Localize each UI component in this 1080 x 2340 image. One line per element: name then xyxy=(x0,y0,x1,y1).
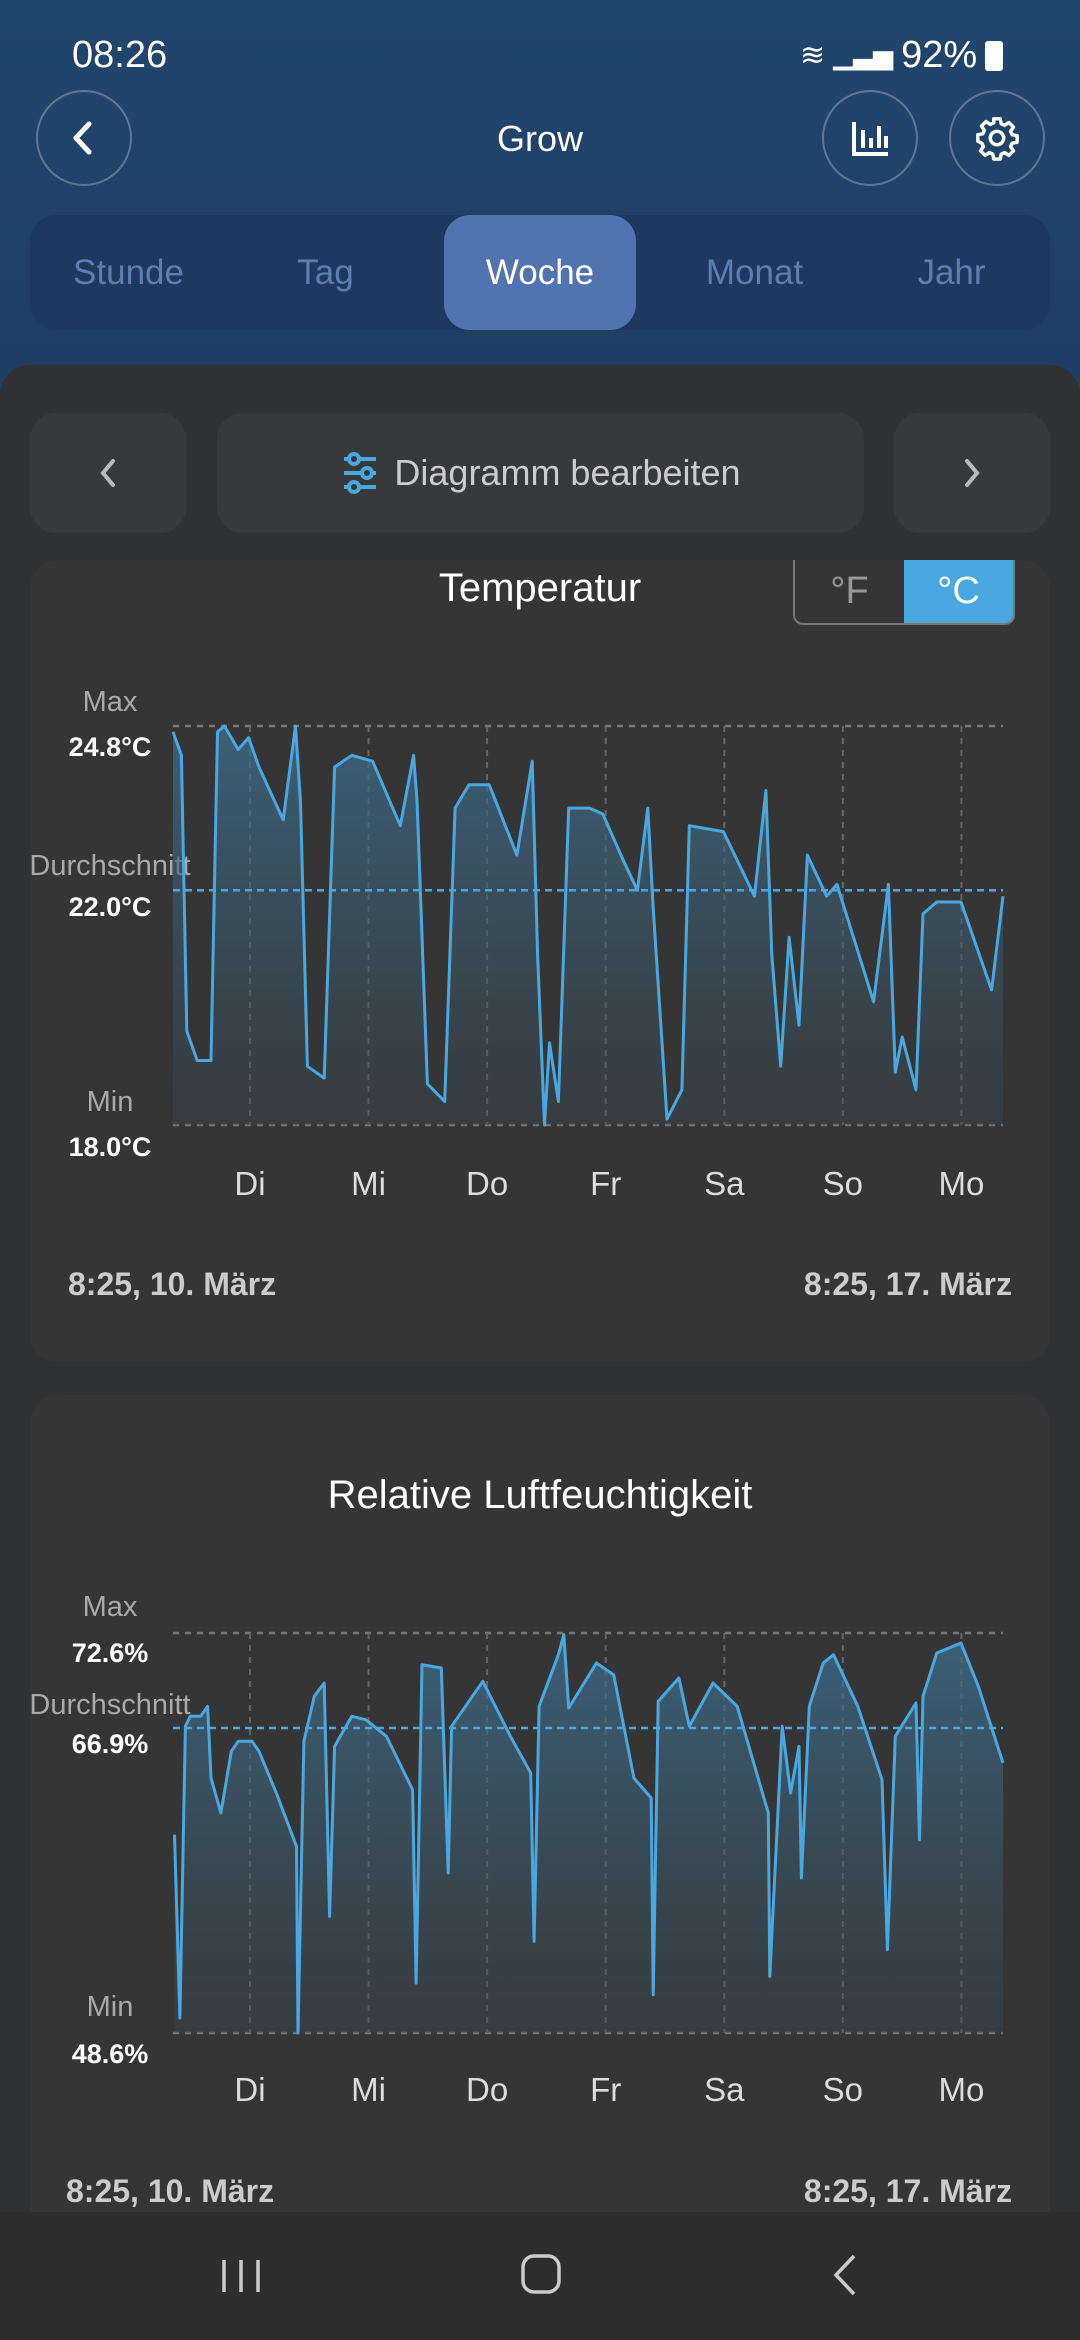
previous-week-button[interactable] xyxy=(30,413,186,533)
series-line xyxy=(171,724,1005,1127)
min-label: Min xyxy=(86,1991,134,2023)
day-tick-label: Fr xyxy=(590,2071,621,2108)
day-tick-label: Fr xyxy=(590,1165,621,1202)
average-label: Durchschnitt xyxy=(30,850,191,882)
bar-chart-icon xyxy=(852,122,888,156)
edit-chart-label: Diagramm bearbeiten xyxy=(394,452,741,493)
day-tick-label: So xyxy=(823,1165,863,1202)
start-date: 8:25, 10. März xyxy=(68,1266,277,1302)
series-area xyxy=(173,726,1003,1125)
unit-fahrenheit-button[interactable]: °F xyxy=(830,570,869,612)
tab-monat[interactable]: Monat xyxy=(705,252,804,292)
status-icons: ≋ ▁▃▅ 92% xyxy=(800,34,1004,77)
unit-toggle: °F °C xyxy=(793,560,1015,625)
wifi-icon: ≋ xyxy=(800,39,826,72)
average-value: 66.9% xyxy=(71,1729,149,1759)
system-navigation-bar xyxy=(0,2212,1080,2340)
app-header-background xyxy=(0,0,1080,420)
end-date: 8:25, 17. März xyxy=(803,2173,1012,2209)
day-tick-label: Mi xyxy=(351,2071,386,2108)
tab-woche[interactable]: Woche xyxy=(444,215,636,330)
series-line xyxy=(173,1633,1005,2035)
min-value: 18.0°C xyxy=(68,1132,152,1162)
day-tick-label: Mi xyxy=(351,1165,386,1202)
day-tick-label: Sa xyxy=(704,2071,745,2108)
temperature-card: Temperatur °F °C Max 24.8°C Durchschnitt… xyxy=(30,560,1050,1362)
settings-button[interactable] xyxy=(949,90,1045,186)
sliders-icon xyxy=(344,452,377,494)
back-nav-icon[interactable] xyxy=(828,2252,862,2298)
max-value: 24.8°C xyxy=(68,732,152,762)
temperature-title: Temperatur xyxy=(438,566,642,610)
min-value: 48.6% xyxy=(71,2039,149,2069)
tab-stunde[interactable]: Stunde xyxy=(73,252,184,292)
day-tick-label: Di xyxy=(234,2071,265,2108)
min-label: Min xyxy=(86,1086,134,1118)
recent-apps-icon[interactable] xyxy=(218,2256,264,2296)
back-button[interactable] xyxy=(36,90,132,186)
max-label: Max xyxy=(82,1591,138,1623)
day-tick-label: Do xyxy=(466,1165,508,1202)
chevron-left-icon xyxy=(100,459,115,487)
gear-icon xyxy=(976,117,1019,161)
temperature-chart: Di Mi Do Fr Sa So Mo xyxy=(171,724,1005,1202)
humidity-card: Relative Luftfeuchtigkeit Max 72.6% Durc… xyxy=(30,1395,1050,2295)
humidity-chart: Di Mi Do Fr Sa So Mo xyxy=(173,1631,1005,2108)
max-value: 72.6% xyxy=(71,1638,149,1668)
chevron-right-icon xyxy=(965,459,980,487)
home-icon[interactable] xyxy=(519,2252,563,2296)
tab-tag[interactable]: Tag xyxy=(297,252,354,292)
next-week-button[interactable] xyxy=(894,413,1050,533)
battery-percent: 92% xyxy=(901,34,978,76)
edit-chart-button[interactable]: Diagramm bearbeiten xyxy=(217,413,864,533)
chevron-left-icon xyxy=(73,121,92,155)
status-time: 08:26 xyxy=(72,34,168,76)
humidity-title: Relative Luftfeuchtigkeit xyxy=(327,1473,753,1517)
page-title: Grow xyxy=(496,118,583,159)
day-tick-label: Di xyxy=(234,1165,265,1202)
period-tabs: Stunde Tag Woche Monat Jahr xyxy=(30,215,1050,330)
max-label: Max xyxy=(82,686,138,718)
start-date: 8:25, 10. März xyxy=(66,2173,275,2209)
battery-icon xyxy=(985,40,1004,71)
signal-icon: ▁▃▅ xyxy=(833,40,894,70)
day-tick-label: Do xyxy=(466,2071,508,2108)
day-tick-label: So xyxy=(823,2071,863,2108)
day-tick-label: Mo xyxy=(938,2071,984,2108)
end-date: 8:25, 17. März xyxy=(803,1266,1012,1302)
day-tick-label: Sa xyxy=(704,1165,745,1202)
average-label: Durchschnitt xyxy=(30,1689,191,1721)
average-value: 22.0°C xyxy=(68,892,152,922)
statistics-button[interactable] xyxy=(822,90,918,186)
day-tick-label: Mo xyxy=(938,1165,984,1202)
unit-celsius-button[interactable]: °C xyxy=(904,560,1013,623)
tab-jahr[interactable]: Jahr xyxy=(917,252,986,292)
